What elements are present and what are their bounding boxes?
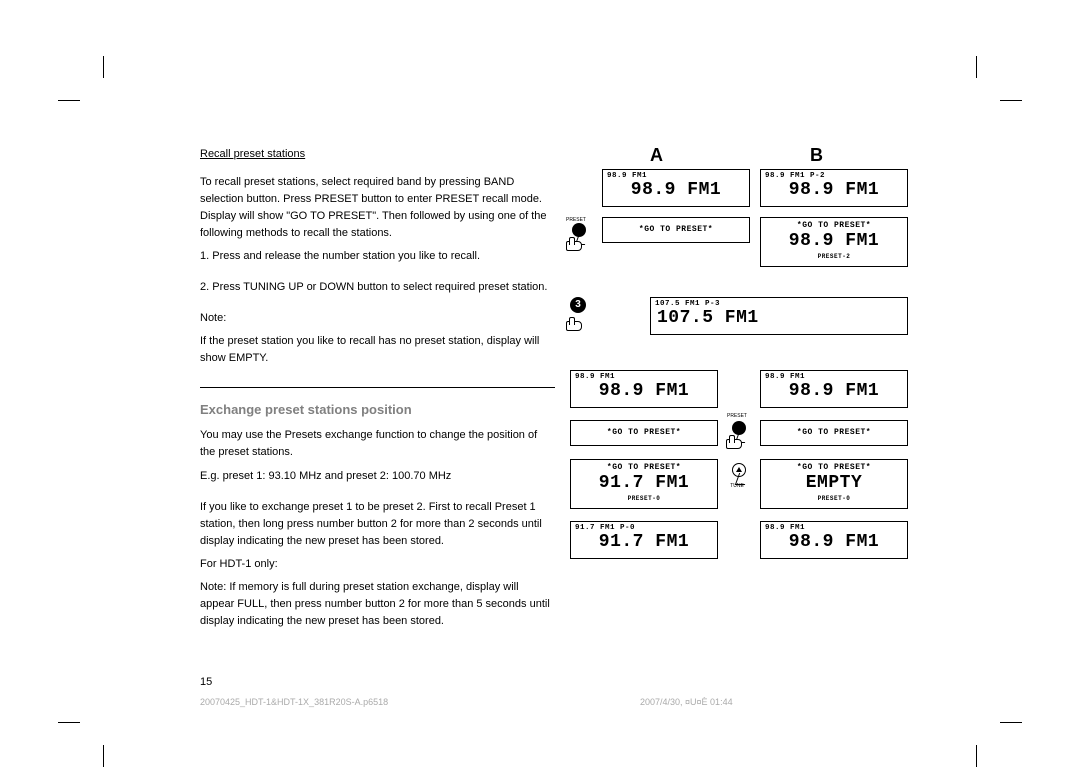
screen-r2: *GO TO PRESET* [760,420,908,446]
label-a: A [650,145,663,166]
screen-b1: 98.9 FM1 P-2 98.9 FM1 [760,169,908,207]
recall-heading: Recall preset stations [200,148,555,160]
page-number: 15 [200,676,555,688]
tune-icon [730,463,748,481]
screen-l1: 98.9 FM1 98.9 FM1 [570,370,718,408]
recall-p1: To recall preset stations, select requir… [200,174,555,242]
recall-li2: 2. Press TUNING UP or DOWN button to sel… [200,279,555,296]
label-b: B [810,145,823,166]
hand-icon [566,317,584,331]
tune-label: TUNE [726,483,748,489]
exchange-p2: E.g. preset 1: 93.10 MHz and preset 2: 1… [200,468,555,485]
exchange-heading: Exchange preset stations position [200,402,555,417]
screen-r1: 98.9 FM1 98.9 FM1 [760,370,908,408]
footer-timestamp: 2007/4/30, ¤U¤È 01:44 [640,697,733,707]
screen-a1: 98.9 FM1 98.9 FM1 [602,169,750,207]
recall-li1: 1. Press and release the number station … [200,248,555,265]
hand-icon [566,237,584,251]
hand-icon [726,435,744,449]
screen-l4: 91.7 FM1 P-0 91.7 FM1 [570,521,718,559]
screen-a2: *GO TO PRESET* [602,217,750,243]
screen-l2: *GO TO PRESET* [570,420,718,446]
exchange-p5: Note: If memory is full during preset st… [200,579,555,630]
screen-c1: 107.5 FM1 P-3 107.5 FM1 [650,297,908,335]
screen-r4: 98.9 FM1 98.9 FM1 [760,521,908,559]
exchange-p4: For HDT-1 only: [200,556,555,573]
exchange-p3: If you like to exchange preset 1 to be p… [200,499,555,550]
screen-b2: *GO TO PRESET* 98.9 FM1 PRESET-2 [760,217,908,267]
footer-filename: 20070425_HDT-1&HDT-1X_381R20S-A.p6518 [200,697,388,707]
screen-r3: *GO TO PRESET* EMPTY PRESET-0 [760,459,908,509]
recall-note: If the preset station you like to recall… [200,333,555,367]
recall-note-label: Note: [200,310,555,327]
exchange-p1: You may use the Presets exchange functio… [200,427,555,461]
badge-3: 3 [570,297,586,313]
screen-l3: *GO TO PRESET* 91.7 FM1 PRESET-0 [570,459,718,509]
